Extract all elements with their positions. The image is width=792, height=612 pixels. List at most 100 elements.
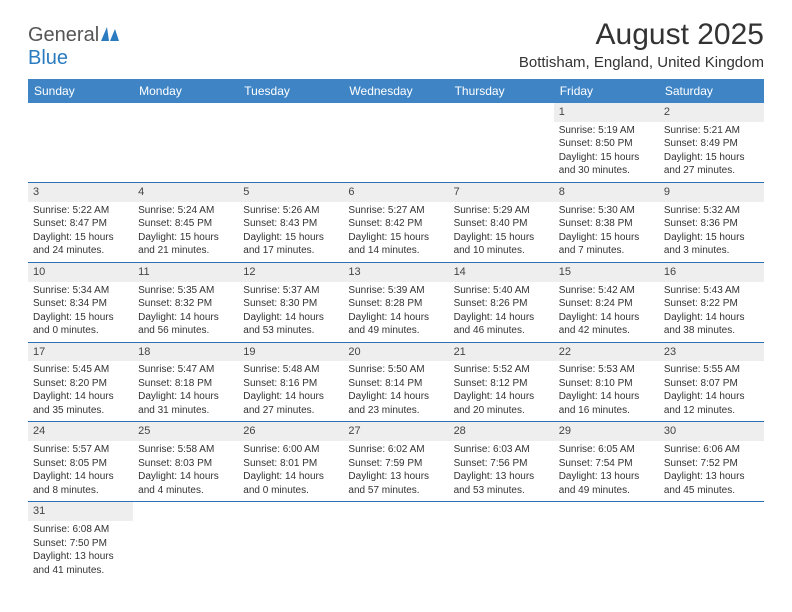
day-number: 18 [133, 343, 238, 362]
cell-detail: Sunrise: 5:53 AM [559, 363, 654, 377]
cell-detail: Sunset: 8:24 PM [559, 297, 654, 311]
day-number: 20 [343, 343, 448, 362]
cell-detail: Sunrise: 5:42 AM [559, 284, 654, 298]
cell-detail: and 3 minutes. [664, 244, 759, 258]
calendar-cell-empty [554, 502, 659, 581]
calendar-week: 3Sunrise: 5:22 AMSunset: 8:47 PMDaylight… [28, 182, 764, 262]
calendar-cell: 6Sunrise: 5:27 AMSunset: 8:42 PMDaylight… [343, 182, 448, 262]
day-number: 26 [238, 422, 343, 441]
cell-detail: Sunset: 8:45 PM [138, 217, 233, 231]
cell-detail: Sunset: 8:07 PM [664, 377, 759, 391]
day-header: Sunday [28, 79, 133, 103]
cell-detail: Daylight: 13 hours [454, 470, 549, 484]
calendar-cell: 9Sunrise: 5:32 AMSunset: 8:36 PMDaylight… [659, 182, 764, 262]
cell-detail: and 10 minutes. [454, 244, 549, 258]
calendar-cell: 15Sunrise: 5:42 AMSunset: 8:24 PMDayligh… [554, 262, 659, 342]
day-number: 28 [449, 422, 554, 441]
cell-detail: Sunset: 8:47 PM [33, 217, 128, 231]
cell-detail: Sunrise: 5:19 AM [559, 124, 654, 138]
cell-detail: Daylight: 15 hours [243, 231, 338, 245]
day-number: 25 [133, 422, 238, 441]
cell-detail: Sunrise: 5:50 AM [348, 363, 443, 377]
cell-detail: Sunset: 8:22 PM [664, 297, 759, 311]
calendar-cell: 22Sunrise: 5:53 AMSunset: 8:10 PMDayligh… [554, 342, 659, 422]
cell-detail: and 0 minutes. [243, 484, 338, 498]
day-number: 27 [343, 422, 448, 441]
cell-detail: and 57 minutes. [348, 484, 443, 498]
cell-detail: Daylight: 14 hours [348, 311, 443, 325]
cell-detail: Sunset: 8:36 PM [664, 217, 759, 231]
calendar-cell: 4Sunrise: 5:24 AMSunset: 8:45 PMDaylight… [133, 182, 238, 262]
cell-detail: and 46 minutes. [454, 324, 549, 338]
cell-detail: Sunrise: 5:39 AM [348, 284, 443, 298]
cell-detail: Sunset: 8:20 PM [33, 377, 128, 391]
cell-detail: Sunrise: 5:21 AM [664, 124, 759, 138]
cell-detail: and 0 minutes. [33, 324, 128, 338]
calendar-week: 31Sunrise: 6:08 AMSunset: 7:50 PMDayligh… [28, 502, 764, 581]
calendar-cell: 8Sunrise: 5:30 AMSunset: 8:38 PMDaylight… [554, 182, 659, 262]
calendar-cell-empty [343, 502, 448, 581]
cell-detail: and 38 minutes. [664, 324, 759, 338]
cell-detail: and 35 minutes. [33, 404, 128, 418]
cell-detail: Daylight: 14 hours [243, 470, 338, 484]
calendar-cell-empty [449, 502, 554, 581]
day-number: 10 [28, 263, 133, 282]
cell-detail: Sunset: 8:42 PM [348, 217, 443, 231]
cell-detail: and 56 minutes. [138, 324, 233, 338]
cell-detail: Sunrise: 5:47 AM [138, 363, 233, 377]
calendar-cell: 21Sunrise: 5:52 AMSunset: 8:12 PMDayligh… [449, 342, 554, 422]
day-number: 16 [659, 263, 764, 282]
day-number: 4 [133, 183, 238, 202]
cell-detail: and 8 minutes. [33, 484, 128, 498]
logo-word1: General [28, 24, 99, 46]
cell-detail: and 49 minutes. [559, 484, 654, 498]
cell-detail: Daylight: 15 hours [559, 231, 654, 245]
cell-detail: Daylight: 14 hours [348, 390, 443, 404]
cell-detail: and 12 minutes. [664, 404, 759, 418]
cell-detail: Sunset: 8:01 PM [243, 457, 338, 471]
cell-detail: and 7 minutes. [559, 244, 654, 258]
calendar-cell: 30Sunrise: 6:06 AMSunset: 7:52 PMDayligh… [659, 422, 764, 502]
cell-detail: Daylight: 14 hours [243, 390, 338, 404]
cell-detail: Sunset: 7:52 PM [664, 457, 759, 471]
calendar-cell: 25Sunrise: 5:58 AMSunset: 8:03 PMDayligh… [133, 422, 238, 502]
cell-detail: Sunrise: 5:45 AM [33, 363, 128, 377]
day-number: 12 [238, 263, 343, 282]
cell-detail: Sunrise: 5:32 AM [664, 204, 759, 218]
calendar-week: 1Sunrise: 5:19 AMSunset: 8:50 PMDaylight… [28, 103, 764, 182]
cell-detail: and 27 minutes. [243, 404, 338, 418]
calendar-cell: 1 Sunrise: 5:19 AMSunset: 8:50 PMDaylight… [554, 103, 659, 182]
cell-detail: and 31 minutes. [138, 404, 233, 418]
cell-detail: Daylight: 15 hours [559, 151, 654, 165]
month-title: August 2025 [519, 18, 764, 52]
cell-detail: and 21 minutes. [138, 244, 233, 258]
cell-detail: Daylight: 15 hours [33, 231, 128, 245]
cell-detail: Daylight: 15 hours [664, 231, 759, 245]
title-block: August 2025 Bottisham, England, United K… [519, 18, 764, 71]
cell-detail: Daylight: 13 hours [33, 550, 128, 564]
day-number: 3 [28, 183, 133, 202]
day-number: 1 [554, 103, 659, 122]
calendar-cell-empty [449, 103, 554, 182]
cell-detail: Daylight: 14 hours [138, 390, 233, 404]
cell-detail: Sunset: 8:50 PM [559, 137, 654, 151]
calendar-cell: 20Sunrise: 5:50 AMSunset: 8:14 PMDayligh… [343, 342, 448, 422]
calendar-week: 24Sunrise: 5:57 AMSunset: 8:05 PMDayligh… [28, 422, 764, 502]
cell-detail: Daylight: 14 hours [138, 311, 233, 325]
calendar-cell: 17Sunrise: 5:45 AMSunset: 8:20 PMDayligh… [28, 342, 133, 422]
cell-detail: Sunset: 7:56 PM [454, 457, 549, 471]
calendar-cell-empty [133, 502, 238, 581]
cell-detail: Daylight: 13 hours [559, 470, 654, 484]
day-number: 2 [659, 103, 764, 122]
cell-detail: Daylight: 15 hours [664, 151, 759, 165]
calendar-body: 1Sunrise: 5:19 AMSunset: 8:50 PMDaylight… [28, 103, 764, 581]
day-header: Saturday [659, 79, 764, 103]
day-number: 19 [238, 343, 343, 362]
cell-detail: Daylight: 14 hours [664, 311, 759, 325]
cell-detail: and 42 minutes. [559, 324, 654, 338]
day-header: Tuesday [238, 79, 343, 103]
calendar-cell: 29Sunrise: 6:05 AMSunset: 7:54 PMDayligh… [554, 422, 659, 502]
cell-detail: and 14 minutes. [348, 244, 443, 258]
day-number: 23 [659, 343, 764, 362]
day-header: Wednesday [343, 79, 448, 103]
